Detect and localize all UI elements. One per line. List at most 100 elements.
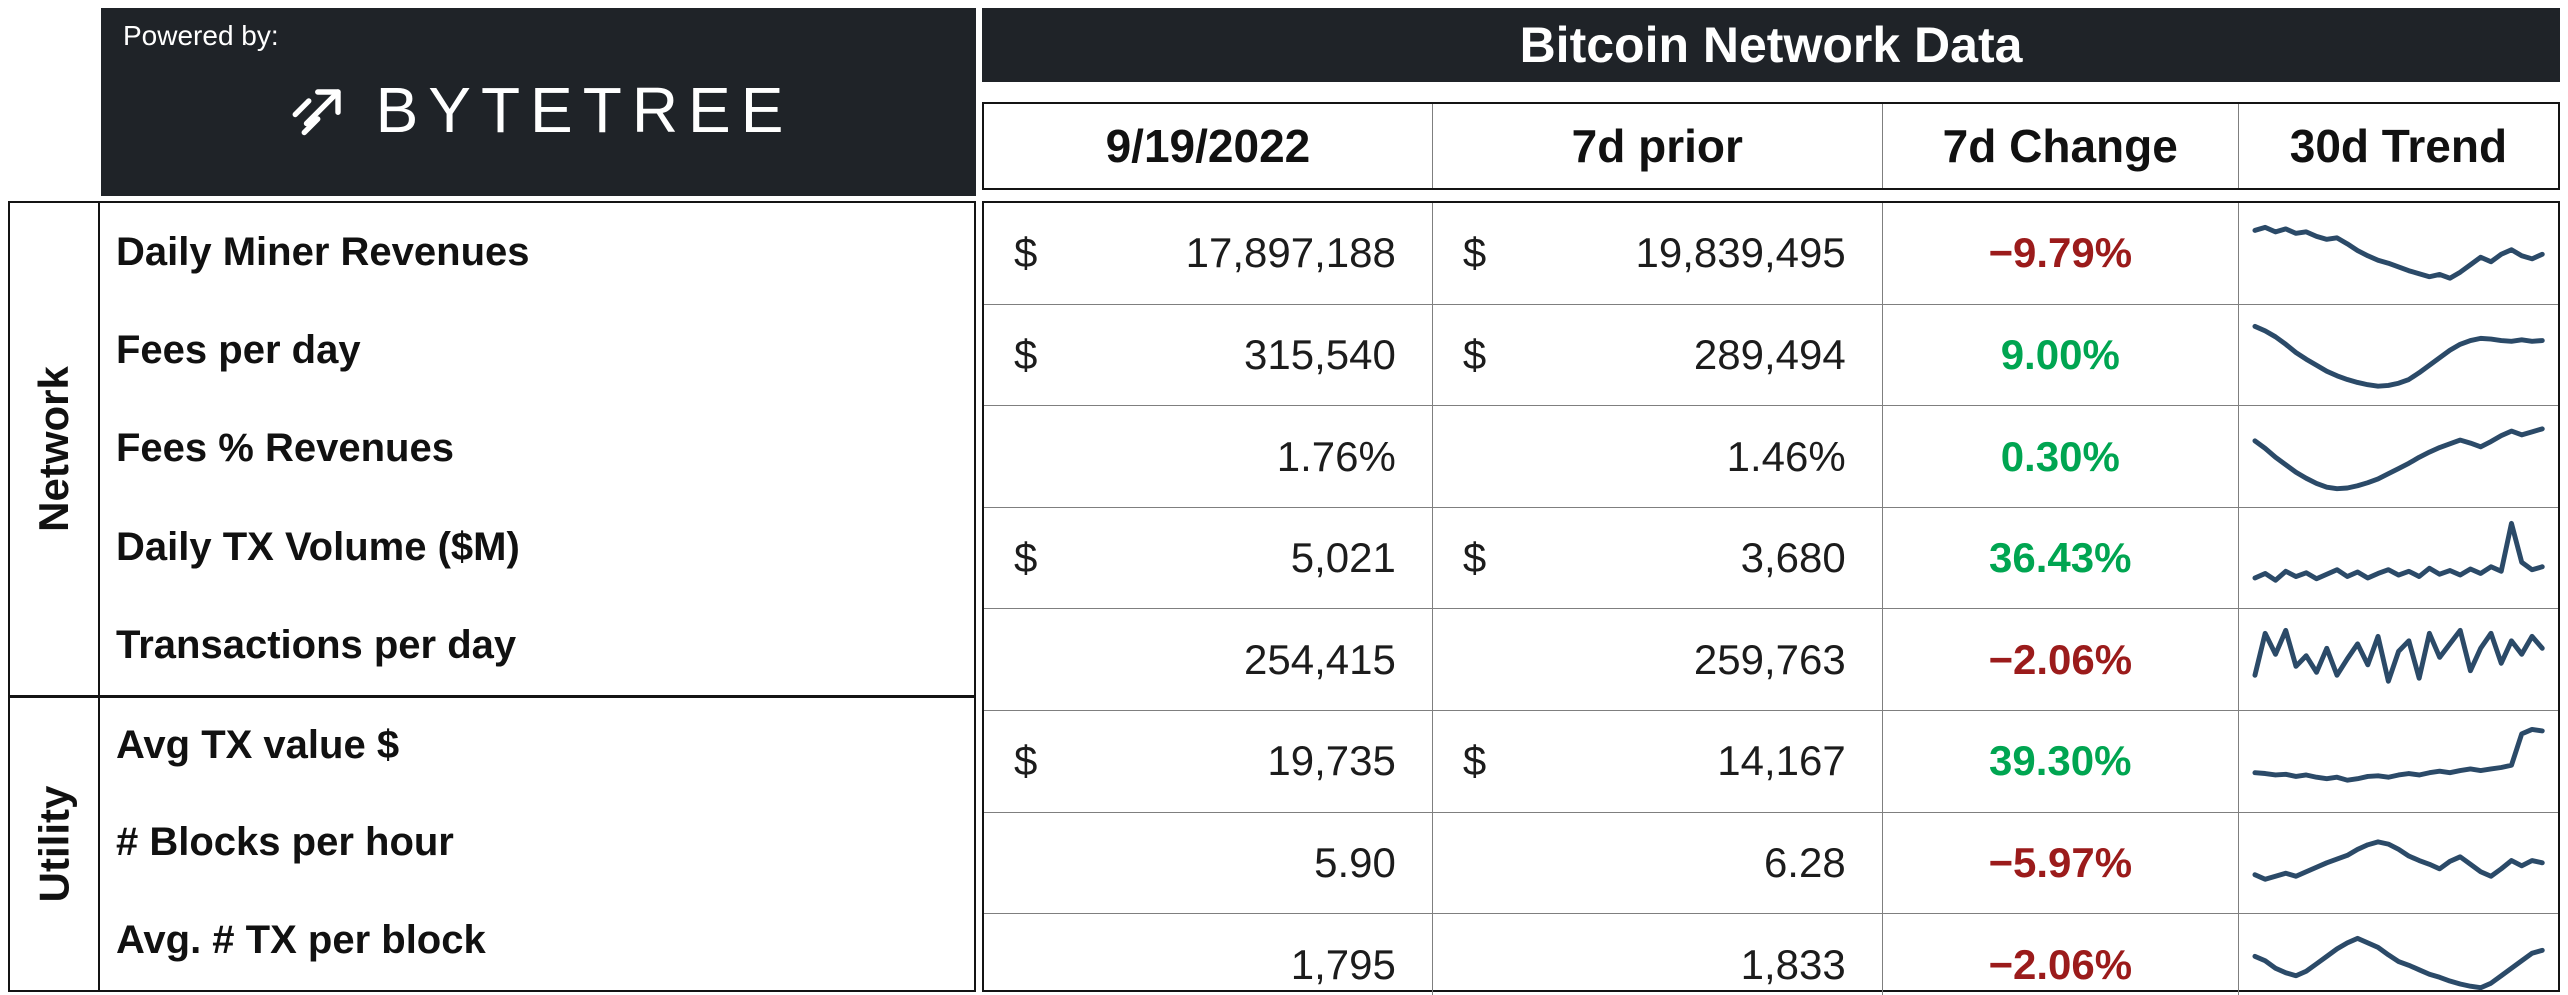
column-header-label: 7d Change xyxy=(1942,120,2178,172)
metric-label: Daily TX Volume ($M) xyxy=(116,524,520,569)
sparkline-path xyxy=(2252,936,2545,991)
bytetree-logo-text: BYTETREE xyxy=(375,74,794,146)
table-title-bar: Bitcoin Network Data xyxy=(982,8,2560,82)
bytetree-branding: Powered by: BYTETREE xyxy=(101,8,976,196)
trend-sparkline xyxy=(2252,727,2545,783)
metric-label-cell: # Blocks per hour xyxy=(100,793,974,891)
current-value: 19,735 xyxy=(1267,737,1396,785)
prior-value: 14,167 xyxy=(1717,737,1846,785)
metric-label-cell: Transactions per day xyxy=(100,597,974,695)
column-header-7d-prior: 7d prior xyxy=(1433,104,1883,188)
current-value-cell: $19,735 xyxy=(984,711,1433,813)
current-value: 17,897,188 xyxy=(1185,229,1396,277)
column-header-label: 30d Trend xyxy=(2289,120,2508,172)
prior-value: 6.28 xyxy=(1763,838,1846,886)
trend-cell xyxy=(2238,609,2558,712)
metric-label-cell: Avg. # TX per block xyxy=(100,892,974,990)
change-value: 0.30% xyxy=(2000,432,2120,480)
prior-value: 19,839,495 xyxy=(1635,229,1846,277)
current-value-cell: 1.76% xyxy=(984,406,1433,508)
prior-value-cell: $14,167 xyxy=(1432,711,1883,813)
powered-by-label: Powered by: xyxy=(123,20,279,51)
section-label: Utility xyxy=(30,785,78,903)
sparkline-path xyxy=(2252,224,2545,281)
column-header-date: 9/19/2022 xyxy=(984,104,1433,188)
current-value: 1,795 xyxy=(1290,940,1396,988)
trend-cell xyxy=(2238,406,2558,508)
prior-value: 289,494 xyxy=(1693,330,1846,378)
currency-symbol: $ xyxy=(1014,534,1038,582)
change-value: −2.06% xyxy=(1988,940,2133,988)
current-value-cell: $17,897,188 xyxy=(984,203,1433,305)
trend-sparkline xyxy=(2252,936,2545,991)
change-cell: −5.97% xyxy=(1882,812,2239,915)
prior-value: 1,833 xyxy=(1740,940,1846,988)
prior-value-cell: $289,494 xyxy=(1432,304,1883,407)
trend-sparkline xyxy=(2252,224,2545,281)
section-band-utility: Utility xyxy=(10,694,100,990)
change-cell: −2.06% xyxy=(1882,609,2239,712)
sparkline-path xyxy=(2252,426,2545,492)
trend-sparkline xyxy=(2252,628,2545,685)
prior-value: 259,763 xyxy=(1693,635,1846,683)
sparkline-path xyxy=(2252,520,2545,583)
metrics-panel: Network Daily Miner Revenues Fees per day F… xyxy=(8,201,976,992)
currency-symbol: $ xyxy=(1462,330,1487,378)
section-band-network: Network xyxy=(10,203,100,695)
metric-label: Transactions per day xyxy=(116,623,517,668)
current-value-cell: 1,795 xyxy=(984,914,1433,995)
prior-value: 3,680 xyxy=(1740,534,1846,582)
metric-label-cell: Daily TX Volume ($M) xyxy=(100,498,974,596)
currency-symbol: $ xyxy=(1014,229,1038,277)
trend-cell xyxy=(2238,203,2558,305)
currency-symbol: $ xyxy=(1462,229,1487,277)
trend-cell xyxy=(2238,813,2558,915)
metric-label: Avg. # TX per block xyxy=(116,918,486,963)
metric-label: Fees % Revenues xyxy=(116,426,454,471)
change-cell: 0.30% xyxy=(1882,406,2239,508)
prior-value: 1.46% xyxy=(1726,432,1846,480)
trend-cell xyxy=(2238,305,2558,407)
current-value: 254,415 xyxy=(1244,635,1396,683)
change-value: 36.43% xyxy=(1989,534,2132,582)
metric-label: Fees per day xyxy=(116,328,361,373)
current-value: 5,021 xyxy=(1290,534,1396,582)
bytetree-logo: BYTETREE xyxy=(101,8,976,196)
metric-label: Avg TX value $ xyxy=(116,723,400,768)
column-header-label: 7d prior xyxy=(1571,120,1743,172)
change-cell: 9.00% xyxy=(1882,304,2239,407)
trend-cell xyxy=(2238,711,2558,813)
currency-symbol: $ xyxy=(1014,737,1038,785)
data-grid: $17,897,188 $19,839,495 −9.79% $315,540 $289… xyxy=(982,201,2560,995)
metric-label: # Blocks per hour xyxy=(116,819,454,864)
change-value: −5.97% xyxy=(1988,838,2133,886)
table-title: Bitcoin Network Data xyxy=(1519,17,2023,73)
currency-symbol: $ xyxy=(1462,534,1487,582)
change-cell: −2.06% xyxy=(1883,914,2239,995)
current-value: 5.90 xyxy=(1314,838,1396,886)
prior-value-cell: 6.28 xyxy=(1432,812,1883,915)
column-header-row: 9/19/2022 7d prior 7d Change 30d Trend xyxy=(982,102,2560,190)
change-cell: 36.43% xyxy=(1882,507,2239,610)
current-value-cell: $315,540 xyxy=(984,304,1433,407)
metric-label: Daily Miner Revenues xyxy=(116,229,530,274)
current-value: 315,540 xyxy=(1244,330,1396,378)
trend-sparkline xyxy=(2252,426,2545,492)
prior-value-cell: 1.46% xyxy=(1432,406,1883,508)
change-value: 9.00% xyxy=(2000,330,2120,378)
change-cell: −9.79% xyxy=(1882,203,2239,305)
metric-label-cell: Fees % Revenues xyxy=(100,400,974,498)
change-value: −2.06% xyxy=(1988,635,2133,683)
metric-label-cell: Avg TX value $ xyxy=(100,694,974,793)
sparkline-path xyxy=(2252,727,2545,783)
change-value: −9.79% xyxy=(1988,229,2133,277)
currency-symbol: $ xyxy=(1014,330,1038,378)
metric-label-cell: Fees per day xyxy=(100,301,974,399)
current-value: 1.76% xyxy=(1276,432,1396,480)
prior-value-cell: $19,839,495 xyxy=(1432,203,1883,305)
trend-cell xyxy=(2239,914,2558,995)
metric-label-cell: Daily Miner Revenues xyxy=(100,203,974,301)
bytetree-arrow-icon xyxy=(292,89,341,136)
currency-symbol: $ xyxy=(1462,737,1487,785)
